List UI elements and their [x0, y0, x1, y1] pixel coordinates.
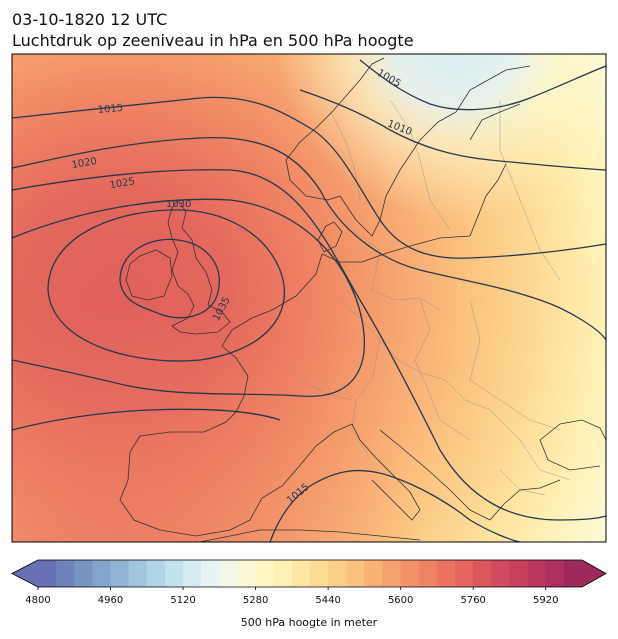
coast-great-britain: [167, 199, 231, 335]
coast-black-sea: [539, 419, 606, 471]
colorbar-cell: [110, 560, 130, 587]
colorbar-cell: [38, 560, 57, 587]
isobar-1010: [299, 89, 606, 171]
coast-north-africa: [199, 529, 421, 542]
isobar-1020: [12, 136, 606, 341]
isobar-label-1015: 1015: [97, 103, 123, 116]
coastlines: [119, 57, 606, 542]
colorbar-cell: [545, 560, 565, 587]
colorbar-cell: [400, 560, 420, 587]
colorbar-cell: [201, 560, 220, 587]
map-title: Luchtdruk op zeeniveau in hPa en 500 hPa…: [12, 31, 414, 50]
colorbar-tick-label: 5280: [243, 595, 268, 606]
colorbar-cell: [146, 560, 166, 587]
colorbar-cell: [436, 560, 456, 587]
colorbar-cell: [164, 560, 184, 587]
isobar-1015-south: [269, 469, 521, 542]
isobar-label-1020: 1020: [71, 156, 98, 171]
colorbar-cell: [74, 560, 93, 587]
colorbar-cell: [364, 560, 383, 587]
map-datetime-title: 03-10-1820 12 UTC: [12, 10, 168, 29]
isobar-label-1030: 1030: [166, 199, 191, 210]
colorbar-cell: [527, 560, 547, 587]
colorbar-tick-label: 5920: [533, 595, 558, 606]
coast-baltic-states: [469, 163, 507, 237]
colorbar-tick-label: 4800: [25, 595, 50, 606]
colorbar-cell: [273, 560, 293, 587]
colorbar-cell: [310, 560, 329, 587]
isobar-1030: [12, 198, 366, 397]
coast-italy: [333, 423, 421, 521]
map-frame: [11, 53, 607, 543]
colorbar-extend-min: [12, 560, 38, 587]
coast-sweden-baltic: [339, 111, 457, 237]
coast-continent-north: [231, 235, 471, 331]
colorbar-cell: [418, 560, 438, 587]
isobar-1005: [359, 59, 606, 111]
colorbar-tick-label: 5440: [315, 595, 340, 606]
colorbar-cells: [38, 560, 583, 587]
isobar-southwest: [12, 408, 281, 431]
isobar-label-1025: 1025: [109, 176, 136, 191]
coast-finland: [455, 65, 531, 141]
colorbar-cell: [382, 560, 402, 587]
isobar-1035-outer: [47, 209, 285, 362]
colorbar-cell: [455, 560, 474, 587]
colorbar-label: 500 hPa hoogte in meter: [241, 616, 378, 629]
isobar-1015: [12, 96, 606, 259]
coast-denmark: [317, 221, 343, 253]
coast-ireland: [125, 249, 173, 301]
colorbar-cell: [346, 560, 365, 587]
coast-france-iberia: [119, 329, 335, 537]
colorbar-cell: [473, 560, 492, 587]
colorbar-cell: [291, 560, 311, 587]
colorbar-tick-label: 5760: [460, 595, 485, 606]
colorbar-cell: [509, 560, 528, 587]
colorbar-cell: [219, 560, 238, 587]
colorbar-tick-label: 5120: [170, 595, 195, 606]
coast-balkans: [379, 429, 561, 521]
low-height-field: [12, 54, 606, 542]
colorbar-cell: [491, 560, 510, 587]
colorbar-cell: [128, 560, 148, 587]
colorbar-tick-label: 4960: [98, 595, 123, 606]
colorbar-extend-max: [582, 560, 606, 587]
isobar-1035-ring: [119, 238, 220, 319]
colorbar-cell: [328, 560, 347, 587]
colorbar-cell: [183, 560, 202, 587]
colorbar-cell: [92, 560, 111, 587]
colorbar-tick-label: 5600: [388, 595, 413, 606]
colorbar-ticks: 4800 4960 5120 5280 5440 5600 5760 5920: [25, 587, 558, 606]
colorbar-cell: [563, 560, 583, 587]
colorbar-cell: [255, 560, 275, 587]
colorbar-cell: [56, 560, 75, 587]
isobar-1025: [12, 169, 606, 521]
colorbar-cell: [237, 560, 256, 587]
isobars: [12, 59, 606, 542]
